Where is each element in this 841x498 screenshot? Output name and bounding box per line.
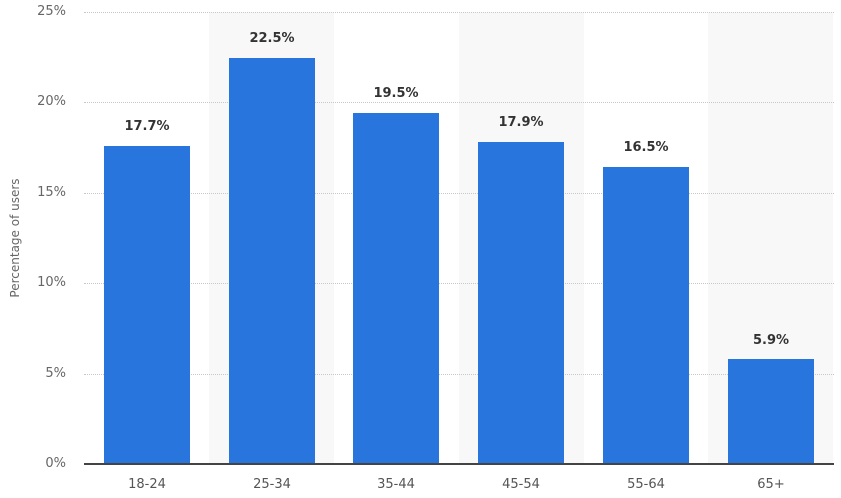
bar-45-54[interactable] (478, 142, 564, 464)
ytick-label: 0% (45, 456, 66, 471)
bar-value-label: 22.5% (249, 31, 295, 46)
gridline-5 (84, 374, 834, 375)
y-axis-title: Percentage of users (6, 12, 24, 464)
xtick-label: 55-64 (627, 477, 665, 492)
xtick-label: 45-54 (502, 477, 540, 492)
gridline-15 (84, 193, 834, 194)
bar-65-plus[interactable] (728, 359, 814, 464)
ytick-label: 10% (37, 275, 66, 290)
bar-value-label: 17.7% (124, 119, 170, 134)
y-axis-title-text: Percentage of users (8, 178, 22, 298)
gridline-10 (84, 283, 834, 284)
ytick-label: 25% (37, 4, 66, 19)
bar-value-label: 17.9% (498, 115, 544, 130)
ytick-label: 5% (45, 366, 66, 381)
bar-18-24[interactable] (104, 146, 190, 464)
xtick-label: 35-44 (377, 477, 415, 492)
bar-25-34[interactable] (229, 58, 315, 464)
x-axis-line (84, 463, 834, 465)
xtick-label: 25-34 (253, 477, 291, 492)
gridline-25 (84, 12, 834, 13)
bar-value-label: 19.5% (373, 86, 419, 101)
ytick-label: 20% (37, 94, 66, 109)
xtick-label: 18-24 (128, 477, 166, 492)
ytick-label: 15% (37, 185, 66, 200)
bar-value-label: 5.9% (752, 333, 790, 348)
bar-value-label: 16.5% (623, 140, 669, 155)
bar-35-44[interactable] (353, 113, 439, 464)
gridline-20 (84, 102, 834, 103)
xtick-label: 65+ (757, 477, 785, 492)
bar-55-64[interactable] (603, 167, 689, 464)
